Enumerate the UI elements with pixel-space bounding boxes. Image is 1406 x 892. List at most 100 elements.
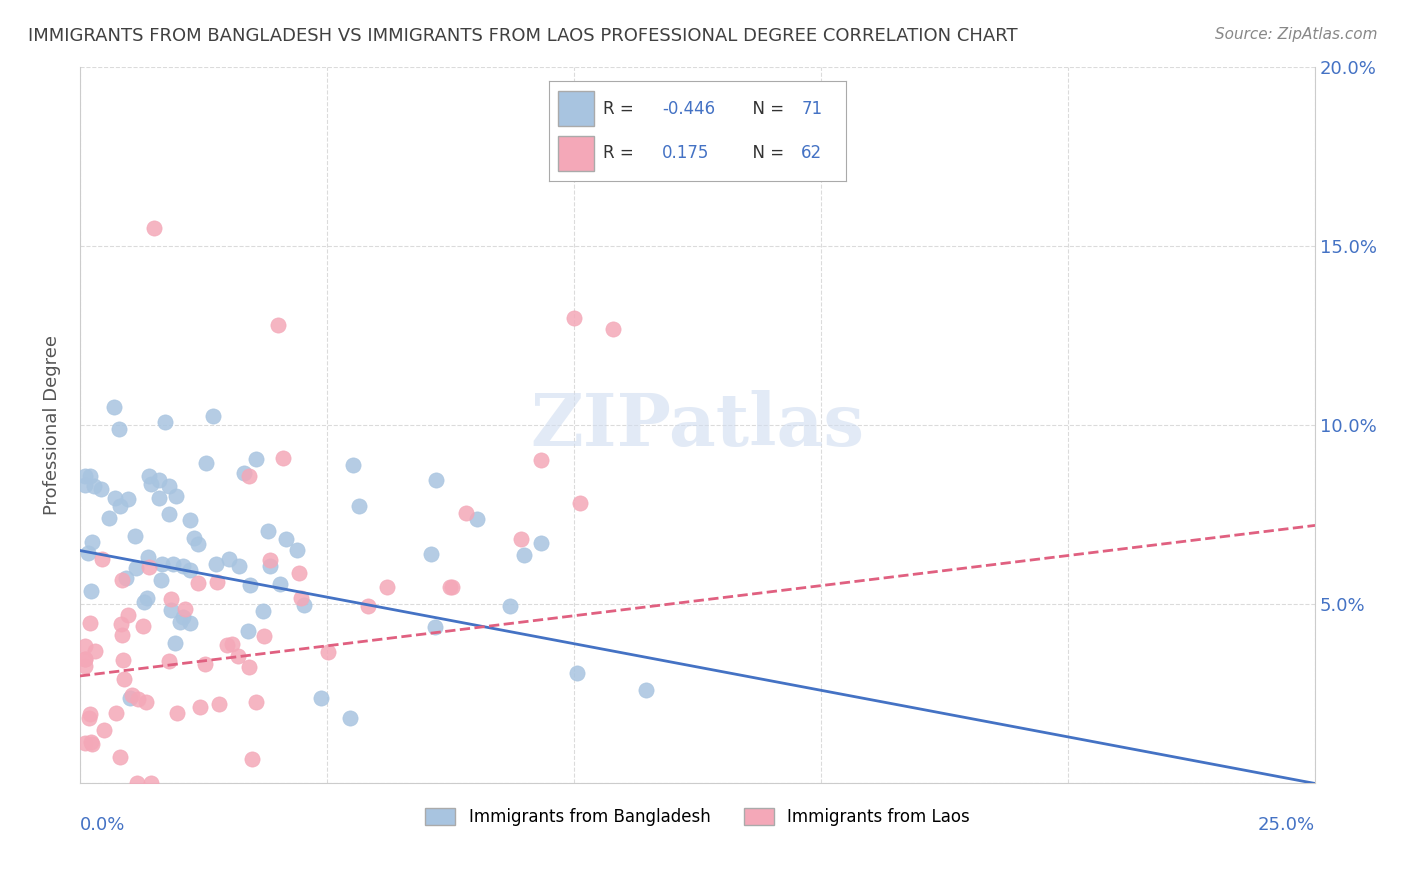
Point — [253, 629, 276, 643]
Point — [602, 322, 624, 336]
Point — [138, 468, 160, 483]
Text: IMMIGRANTS FROM BANGLADESH VS IMMIGRANTS FROM LAOS PROFESSIONAL DEGREE CORRELATI: IMMIGRANTS FROM BANGLADESH VS IMMIGRANTS… — [28, 27, 1018, 45]
Point — [454, 506, 477, 520]
Point — [73, 477, 96, 491]
Point — [80, 735, 103, 749]
Point — [228, 558, 250, 573]
Point — [316, 645, 339, 659]
Point — [90, 482, 112, 496]
Point — [499, 599, 522, 614]
Point — [80, 737, 103, 751]
Point — [239, 578, 262, 592]
Point — [79, 706, 101, 721]
Point — [349, 499, 371, 513]
Point — [127, 692, 149, 706]
Point — [117, 491, 139, 506]
Point — [292, 598, 315, 612]
Point — [510, 533, 533, 547]
Point — [90, 552, 112, 566]
Point — [634, 683, 657, 698]
Point — [136, 591, 159, 606]
Point — [121, 688, 143, 702]
Point — [138, 550, 160, 565]
Point — [162, 558, 184, 572]
Point — [238, 624, 260, 638]
Point — [75, 652, 97, 666]
Point — [179, 514, 201, 528]
Point — [159, 592, 181, 607]
Point — [80, 584, 103, 599]
Point — [98, 510, 121, 524]
Point — [259, 553, 281, 567]
Point — [105, 706, 128, 720]
Point — [183, 531, 205, 545]
Point — [132, 619, 155, 633]
Point — [259, 558, 281, 573]
Point — [245, 452, 267, 467]
Point — [112, 653, 135, 667]
Point — [201, 409, 224, 423]
Point — [73, 659, 96, 673]
Point — [187, 536, 209, 550]
Point — [125, 776, 148, 790]
Point — [342, 458, 364, 473]
Point — [238, 469, 260, 483]
Point — [117, 607, 139, 622]
Text: ZIPatlas: ZIPatlas — [530, 390, 865, 460]
Point — [77, 546, 100, 560]
Point — [73, 736, 96, 750]
Point — [420, 547, 443, 561]
Point — [73, 469, 96, 483]
Legend: Immigrants from Bangladesh, Immigrants from Laos: Immigrants from Bangladesh, Immigrants f… — [419, 801, 976, 832]
Point — [110, 616, 132, 631]
Point — [135, 695, 157, 709]
Point — [226, 649, 249, 664]
Point — [569, 496, 592, 510]
Point — [273, 451, 295, 466]
Point — [115, 571, 138, 585]
Point — [269, 577, 291, 591]
Point — [217, 638, 239, 652]
Point — [530, 452, 553, 467]
Point — [221, 637, 243, 651]
Point — [172, 559, 194, 574]
Point — [163, 636, 186, 650]
Point — [77, 710, 100, 724]
Point — [530, 535, 553, 549]
Point — [84, 644, 107, 658]
Point — [179, 615, 201, 630]
Point — [339, 711, 361, 725]
Point — [139, 477, 162, 491]
Point — [150, 557, 173, 571]
Point — [80, 535, 103, 549]
Point — [439, 580, 461, 594]
Point — [190, 699, 212, 714]
Text: Source: ZipAtlas.com: Source: ZipAtlas.com — [1215, 27, 1378, 42]
Point — [157, 654, 180, 668]
Point — [174, 601, 197, 615]
Point — [309, 691, 332, 706]
Point — [425, 620, 447, 634]
Point — [274, 532, 297, 546]
Point — [150, 573, 173, 587]
Point — [194, 456, 217, 470]
Point — [257, 524, 280, 538]
Point — [120, 690, 142, 705]
Point — [112, 672, 135, 686]
Point — [139, 776, 162, 790]
Point — [73, 639, 96, 653]
Point — [111, 628, 134, 642]
Y-axis label: Professional Degree: Professional Degree — [44, 335, 60, 515]
Point — [148, 491, 170, 505]
Point — [108, 749, 131, 764]
Point — [108, 500, 131, 514]
Point — [425, 474, 447, 488]
Point — [179, 563, 201, 577]
Point — [232, 466, 254, 480]
Point — [238, 660, 260, 674]
Point — [513, 548, 536, 562]
Point — [79, 469, 101, 483]
Point — [245, 695, 267, 709]
Point — [169, 615, 191, 630]
Point — [465, 512, 488, 526]
